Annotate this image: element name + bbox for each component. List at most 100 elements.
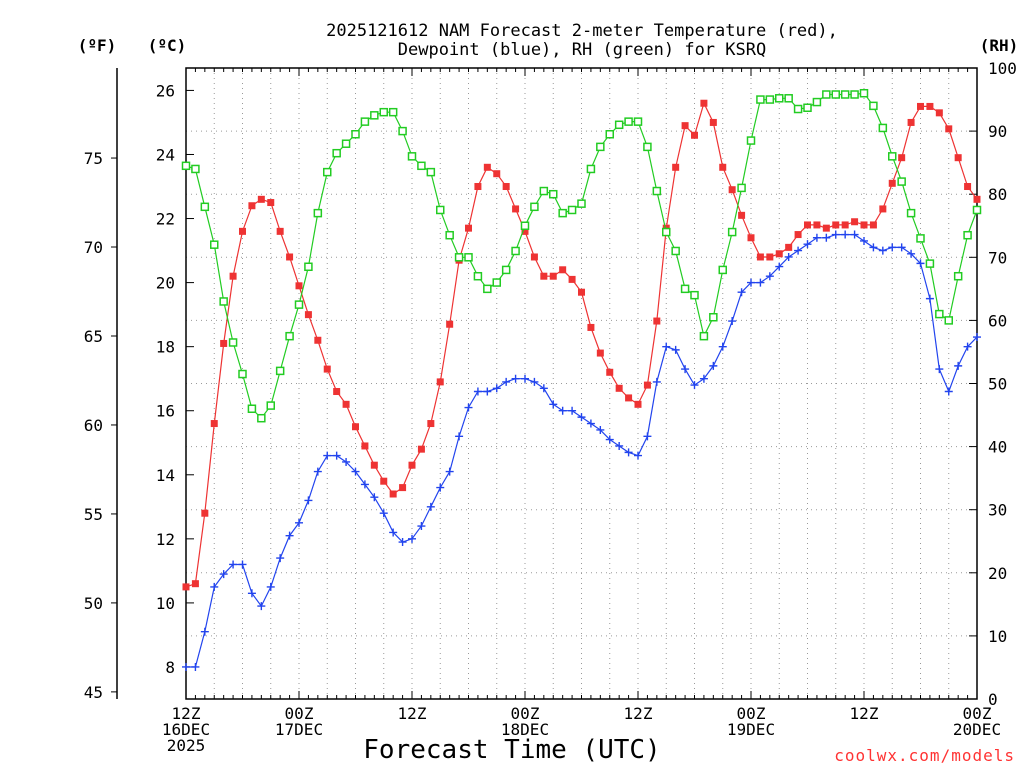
dewpoint-point [634, 451, 642, 460]
fahrenheit-tick-label: 70 [84, 238, 103, 257]
rh-tick-label: 40 [988, 438, 1007, 457]
temperature-point [417, 445, 425, 453]
rh-point [577, 199, 586, 208]
dewpoint-point [379, 509, 388, 518]
temperature-point [257, 195, 265, 203]
celsius-tick-label: 26 [156, 81, 175, 100]
temperature-point [587, 323, 595, 331]
rh-point [652, 186, 662, 196]
temperature-point [389, 490, 397, 498]
dewpoint-point [681, 365, 690, 374]
rh-point [492, 278, 501, 287]
temperature-point [229, 272, 237, 280]
temperature-point [191, 580, 199, 588]
temperature-point [728, 186, 736, 194]
rh-tick-label: 30 [988, 501, 1007, 520]
rh-point [916, 234, 925, 243]
rh-point [840, 90, 850, 99]
dewpoint-point [210, 582, 219, 591]
rh-point [831, 90, 840, 99]
dewpoint-point [925, 294, 934, 303]
rh-point [596, 142, 605, 152]
rh-tick-label: 90 [988, 122, 1007, 141]
dewpoint-point [313, 467, 322, 476]
dewpoint-series [182, 230, 981, 671]
temperature-point [851, 218, 859, 226]
dewpoint-point [812, 233, 821, 242]
temperature-point [766, 253, 774, 261]
dewpoint-point [521, 374, 529, 383]
rh-point [812, 97, 822, 107]
dewpoint-point [426, 502, 435, 511]
rh-point [709, 312, 718, 322]
rh-point [850, 90, 859, 99]
dewpoint-point [182, 662, 190, 671]
rh-point [822, 90, 831, 99]
dewpoint-point [643, 432, 652, 441]
temperature-point [483, 163, 491, 171]
temperature-point [681, 122, 689, 130]
rh-point [501, 265, 511, 275]
x-tick-label: 17DEC [275, 720, 323, 739]
dewpoint-point [652, 377, 661, 386]
dewpoint-point [445, 467, 454, 476]
celsius-tick-label: 20 [156, 274, 175, 293]
rh-point [417, 161, 426, 171]
temperature-point [879, 205, 887, 213]
dewpoint-point [907, 249, 916, 258]
rh-tick-label: 60 [988, 311, 1007, 330]
dewpoint-point [398, 538, 407, 547]
rh-point [746, 136, 756, 145]
temperature-point [672, 163, 680, 171]
temperature-point [700, 99, 708, 107]
temperature-point [822, 224, 830, 232]
temperature-point [756, 253, 764, 261]
rh-point [370, 111, 379, 120]
rh-point [558, 208, 567, 218]
rh-point [483, 284, 492, 294]
rh-point [775, 94, 784, 103]
rh-point [803, 103, 812, 113]
temperature-point [220, 339, 228, 347]
temperature-point [643, 381, 651, 389]
temperature-point [446, 320, 454, 328]
temperature-point [540, 272, 548, 280]
temperature-point [427, 420, 435, 428]
temperature-point [794, 231, 802, 239]
x-tick-label: 12Z [850, 704, 879, 723]
dewpoint-point [464, 403, 473, 412]
dewpoint-point [332, 451, 341, 460]
rh-point [756, 95, 765, 104]
rh-point [275, 366, 285, 376]
temperature-point [549, 272, 557, 280]
rh-point [605, 130, 614, 139]
temperature-point [888, 179, 896, 187]
temperature-point [954, 154, 962, 162]
rh-point [953, 271, 963, 281]
temperature-point [276, 227, 284, 235]
dewpoint-point [869, 243, 878, 252]
dewpoint-point [219, 570, 228, 579]
dewpoint-point [775, 262, 784, 271]
dewpoint-point [492, 384, 501, 393]
rh-point [662, 227, 671, 237]
axes [111, 67, 978, 700]
temperature-point [738, 211, 746, 219]
dewpoint-point [878, 246, 887, 255]
temperature-point [898, 154, 906, 162]
x-axis-title: Forecast Time (UTC) [363, 735, 660, 765]
rh-point [671, 246, 680, 256]
x-tick-label: 12Z [624, 704, 653, 723]
dewpoint-point [850, 230, 859, 239]
temperature-point [691, 131, 698, 139]
dewpoint-point [304, 496, 313, 505]
celsius-unit-label: (ºC) [148, 36, 187, 55]
temperature-point [869, 221, 877, 229]
temperature-point [568, 275, 576, 283]
dewpoint-point [257, 602, 266, 611]
rh-point [351, 130, 360, 139]
rh-point [332, 148, 341, 158]
temperature-point [342, 400, 350, 408]
rh-series [181, 88, 982, 423]
rh-tick-label: 20 [988, 564, 1007, 583]
